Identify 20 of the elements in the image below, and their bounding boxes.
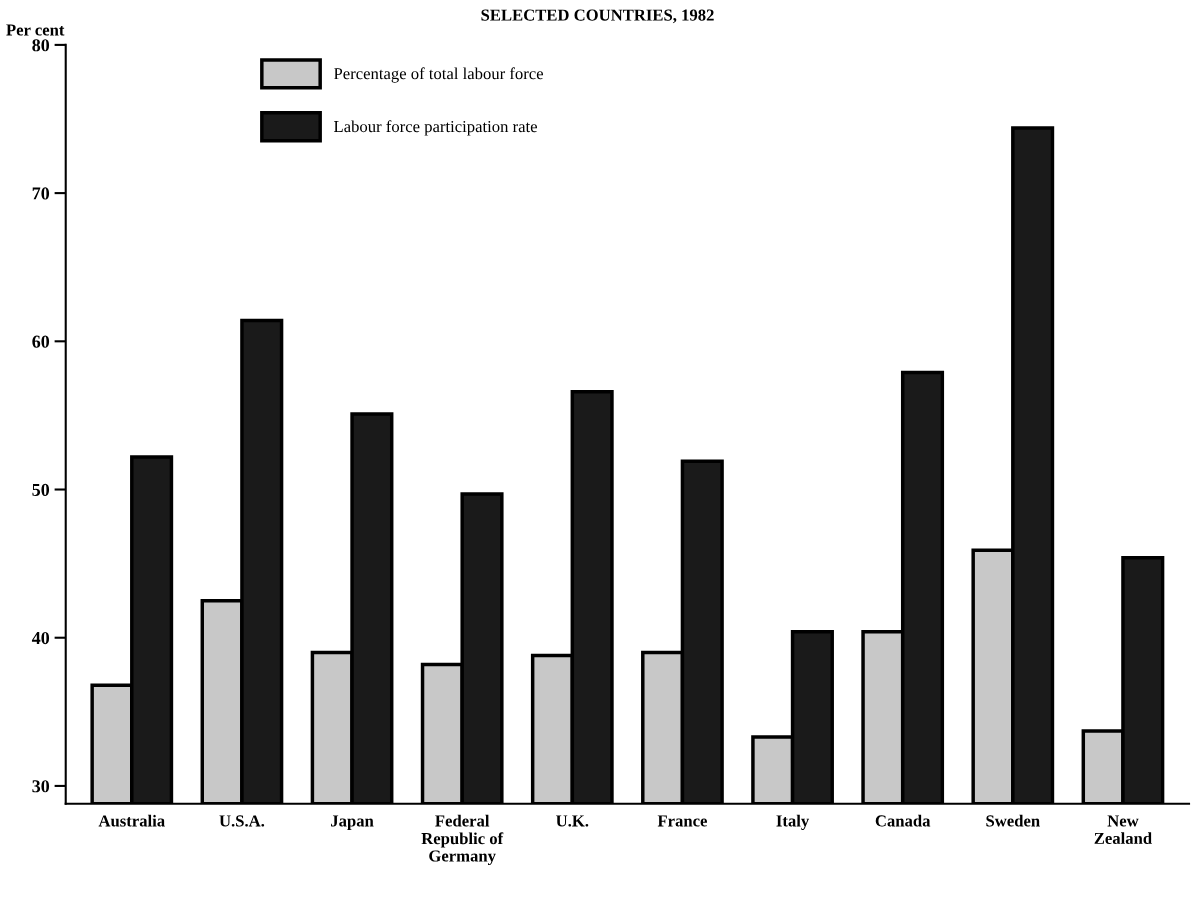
legend-label: Percentage of total labour force [333,67,544,83]
y-tick-label: 40 [31,631,50,645]
x-tick-label: Italy [776,814,810,830]
x-tick-label: U.S.A. [219,815,265,827]
x-tick-label: U.K. [556,815,589,827]
y-tick-label: 80 [32,39,50,52]
x-tick-label: New Zealand [1094,815,1152,844]
y-tick-label: 70 [32,187,50,200]
x-tick-label: Federal Republic of Germany [421,814,504,866]
x-tick-label: Japan [331,815,374,830]
y-tick-label: 60 [32,335,50,348]
y-axis-title: Per cent [6,24,65,36]
legend-label: Labour force participation rate [333,120,537,136]
chart-title: SELECTED COUNTRIES, 1982 [481,9,714,24]
y-tick-label: 50 [32,483,50,496]
x-tick-label: Canada [875,814,931,827]
x-tick-label: Sweden [986,814,1040,827]
x-tick-label: Australia [98,814,165,827]
x-tick-label: France [657,815,707,827]
y-tick-label: 30 [32,780,50,793]
